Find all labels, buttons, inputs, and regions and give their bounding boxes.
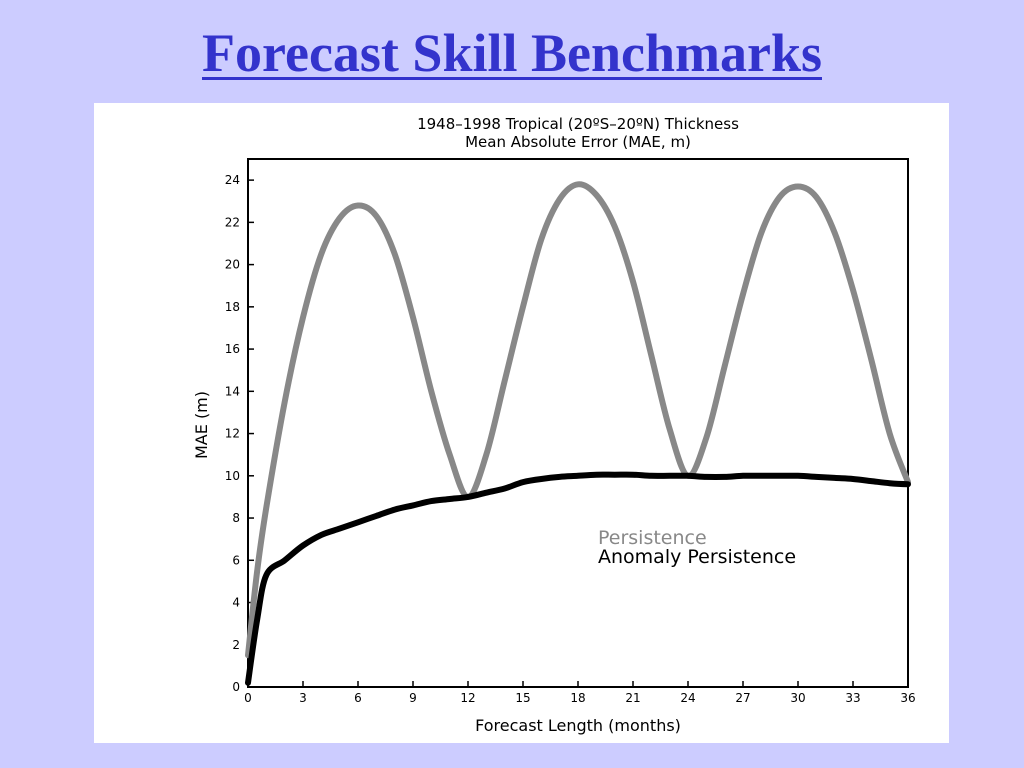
axes: 0 3 6 9 12 15 18 21 24 27 30 33 36024681012141618202…	[225, 158, 916, 705]
x-tick-label: 18	[570, 691, 585, 705]
line-chart: 1948–1998 Tropical (20ºS–20ºN) Thickness…	[192, 115, 916, 735]
y-tick-label: 4	[232, 596, 240, 610]
legend-item-anomaly-persistence: Anomaly Persistence	[598, 546, 796, 568]
chart-panel: 1948–1998 Tropical (20ºS–20ºN) Thickness…	[94, 103, 949, 743]
y-tick-label: 6	[232, 553, 240, 567]
y-tick-label: 8	[232, 511, 240, 525]
x-tick-label: 3	[299, 691, 307, 705]
y-tick-label: 14	[225, 384, 240, 398]
x-tick-label: 30	[790, 691, 805, 705]
y-tick-label: 10	[225, 469, 240, 483]
x-tick-label: 24	[680, 691, 695, 705]
plot-frame	[247, 158, 909, 688]
slide-title: Forecast Skill Benchmarks	[202, 23, 822, 83]
y-tick-label: 22	[225, 215, 240, 229]
y-tick-label: 12	[225, 427, 240, 441]
x-tick-label: 0	[244, 691, 252, 705]
chart-subtitle: Mean Absolute Error (MAE, m)	[465, 133, 691, 151]
y-tick-label: 2	[232, 638, 240, 652]
y-tick-label: 16	[225, 342, 240, 356]
series-line-persistence	[245, 181, 911, 659]
series-layer	[245, 181, 911, 686]
x-tick-label: 6	[354, 691, 362, 705]
x-tick-label: 12	[460, 691, 475, 705]
x-tick-label: 15	[515, 691, 530, 705]
series-line-anomaly-persistence	[245, 471, 911, 686]
x-tick-label: 21	[625, 691, 640, 705]
legend: Persistence Anomaly Persistence	[598, 527, 796, 568]
y-tick-label: 24	[225, 173, 240, 187]
chart-title: 1948–1998 Tropical (20ºS–20ºN) Thickness	[417, 115, 739, 133]
x-tick-label: 9	[409, 691, 417, 705]
x-tick-label: 33	[845, 691, 860, 705]
y-tick-label: 0	[232, 680, 240, 694]
x-tick-label: 27	[735, 691, 750, 705]
x-axis-title: Forecast Length (months)	[475, 716, 681, 735]
legend-item-persistence: Persistence	[598, 527, 707, 549]
y-tick-label: 18	[225, 300, 240, 314]
x-tick-label: 36	[900, 691, 915, 705]
y-tick-label: 20	[225, 258, 240, 272]
y-axis-title: MAE (m)	[192, 391, 211, 459]
